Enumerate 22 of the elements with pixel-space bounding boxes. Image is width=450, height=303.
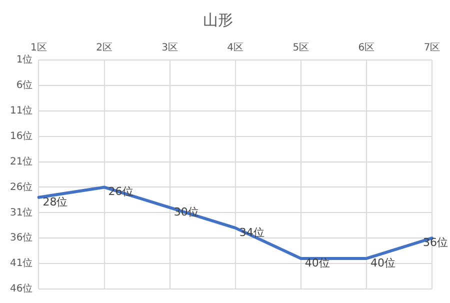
y-tick-label: 21位 [10,155,33,168]
y-tick-label: 46位 [10,282,33,295]
chart-title: 山形 [203,10,233,29]
x-tick-label: 1区 [30,42,47,54]
data-label: 40位 [370,256,396,270]
x-tick-label: 6区 [358,42,375,54]
y-tick-label: 11位 [10,104,33,116]
y-tick-label: 1位 [16,54,33,66]
y-tick-label: 6位 [16,79,33,92]
y-tick-label: 41位 [10,257,33,270]
y-tick-label: 31位 [10,206,33,218]
x-tick-label: 4区 [227,42,244,54]
x-tick-label: 7区 [424,42,440,54]
y-tick-label: 36位 [10,232,33,244]
y-tick-label: 26位 [10,180,33,193]
x-tick-label: 2区 [96,42,112,54]
y-tick-label: 16位 [10,130,33,142]
data-label: 36位 [423,236,448,249]
x-tick-label: 3区 [162,42,178,54]
data-label: 40位 [304,256,330,270]
data-label: 28位 [42,195,68,208]
x-tick-label: 5区 [292,42,310,54]
